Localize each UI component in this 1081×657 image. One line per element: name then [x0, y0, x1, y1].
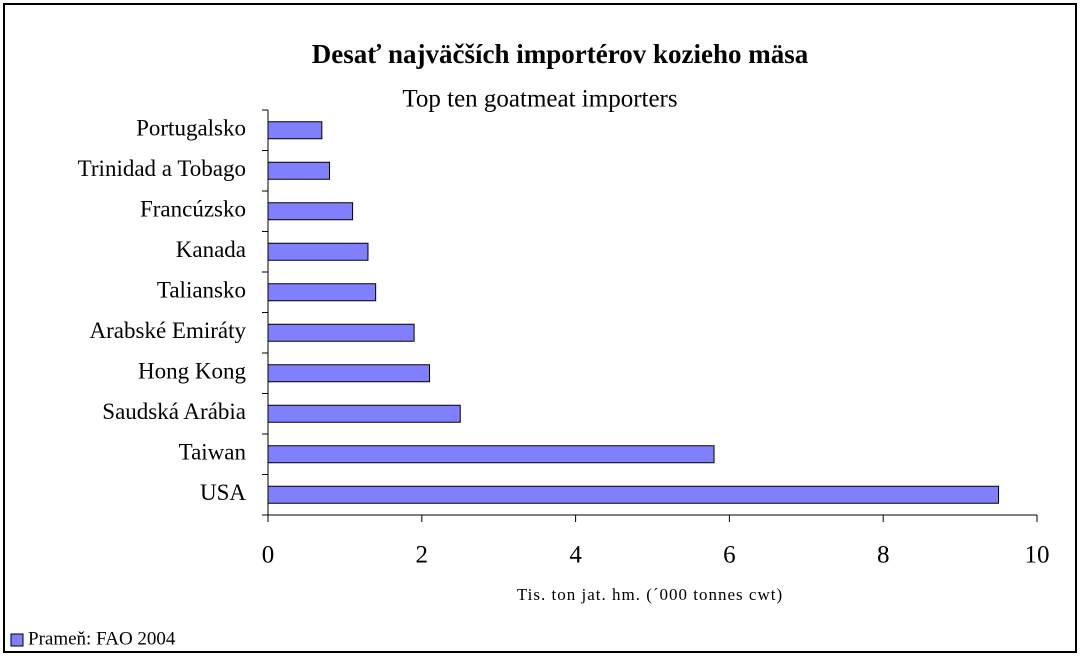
bar	[267, 323, 415, 342]
y-tick-label: Saudská Arábia	[102, 399, 246, 424]
x-tick-label: 10	[1025, 542, 1050, 569]
y-tick-label: Arabské Emiráty	[90, 318, 247, 343]
y-tick-label: Hong Kong	[138, 359, 246, 384]
y-tick-label: Taliansko	[157, 278, 246, 303]
bar	[267, 121, 323, 140]
bar	[267, 485, 1000, 504]
y-tick-label: Trinidad a Tobago	[78, 156, 246, 181]
x-tick-label: 8	[877, 542, 890, 569]
y-tick-label: Portugalsko	[136, 116, 246, 141]
legend-label: Prameň: FAO 2004	[28, 628, 176, 649]
bar	[267, 242, 369, 261]
y-tick-label: Francúzsko	[140, 197, 246, 222]
legend-swatch	[10, 633, 24, 647]
chart-subtitle: Top ten goatmeat importers	[402, 86, 677, 113]
bar	[267, 404, 461, 423]
bar	[267, 161, 331, 180]
x-tick-label: 0	[262, 542, 275, 569]
x-tick-label: 2	[416, 542, 429, 569]
bar	[267, 202, 354, 221]
y-tick-label: Taiwan	[179, 440, 247, 465]
chart-title: Desať najväčších importérov kozieho mäsa	[312, 39, 809, 69]
bar	[267, 445, 715, 464]
bar	[267, 283, 377, 302]
x-axis-title: Tis. ton jat. hm. (´000 tonnes cwt)	[517, 585, 783, 604]
chart-border	[3, 3, 1077, 653]
x-tick-label: 6	[723, 542, 736, 569]
x-tick-label: 4	[569, 542, 582, 569]
bar	[267, 364, 430, 383]
y-tick-label: Kanada	[176, 237, 246, 262]
y-tick-label: USA	[200, 480, 246, 505]
